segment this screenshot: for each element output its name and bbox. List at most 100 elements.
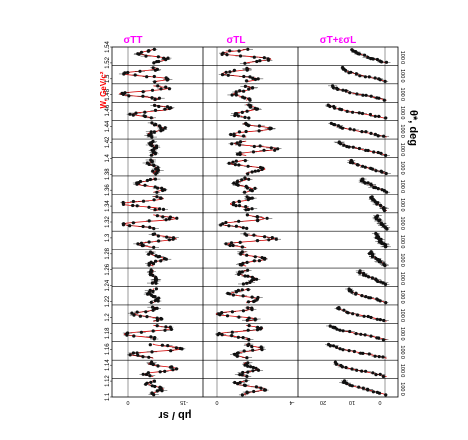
y-axis-label: μb / sr [158, 409, 192, 421]
w-tick-label: 1.34 [105, 200, 111, 212]
data-point [148, 250, 153, 254]
data-point [384, 153, 388, 157]
data-point [361, 177, 365, 181]
data-point [242, 349, 246, 353]
data-point [379, 169, 383, 173]
data-point [242, 383, 246, 387]
data-point [362, 180, 366, 184]
data-point [242, 134, 246, 138]
data-point [244, 121, 248, 125]
data-point [375, 96, 379, 100]
data-point [141, 199, 146, 203]
data-point [250, 196, 254, 200]
data-point [233, 163, 237, 167]
data-point [150, 391, 154, 395]
data-point [233, 352, 237, 356]
data-point [234, 159, 238, 163]
theta-tick-label: 0 [399, 153, 405, 156]
data-point [348, 127, 352, 131]
data-point [235, 179, 240, 183]
w-tick-label: 1.42 [105, 136, 111, 148]
data-point [357, 146, 361, 151]
data-point [345, 144, 349, 149]
data-point [163, 126, 167, 130]
data-point [236, 152, 240, 156]
data-point [328, 324, 332, 328]
panel-title-tl: σTL [226, 35, 245, 46]
data-point [164, 325, 168, 329]
data-point [145, 75, 149, 79]
w-tick-label: 1.1 [105, 392, 111, 401]
data-point [244, 184, 248, 188]
data-point [362, 271, 366, 276]
data-point [247, 324, 251, 328]
data-point [145, 315, 149, 319]
data-point [357, 385, 361, 389]
data-point [130, 311, 134, 315]
data-point [231, 160, 235, 164]
data-point [151, 139, 155, 143]
data-point [358, 74, 362, 78]
data-point [357, 111, 361, 115]
data-point [241, 261, 245, 265]
data-point [147, 355, 151, 359]
data-point [230, 142, 234, 146]
data-point [157, 239, 161, 243]
data-point [250, 207, 254, 211]
data-point [370, 276, 374, 280]
data-point [374, 277, 378, 281]
data-point [133, 73, 137, 77]
data-point [352, 349, 356, 354]
data-point [361, 164, 365, 168]
data-point [373, 354, 377, 358]
data-point [153, 208, 157, 212]
theta-tick-label: 100 [399, 180, 405, 189]
data-point [383, 282, 388, 286]
data-point [230, 310, 234, 314]
data-point [141, 90, 145, 94]
data-point [221, 51, 225, 55]
data-point [380, 188, 384, 192]
theta-tick-label: 0 [399, 98, 405, 101]
data-point [355, 163, 359, 167]
data-point [247, 87, 251, 91]
data-point [143, 183, 147, 187]
data-point [241, 370, 245, 375]
data-point [224, 70, 228, 74]
data-point [238, 270, 242, 274]
data-point [147, 49, 151, 53]
data-point [165, 105, 170, 109]
data-point [149, 153, 154, 157]
data-point [360, 130, 364, 134]
data-point [178, 346, 182, 351]
data-point [150, 360, 154, 364]
data-point [150, 88, 155, 92]
data-point [345, 109, 349, 113]
data-point [157, 296, 161, 300]
data-point [153, 232, 157, 236]
data-point [352, 128, 356, 132]
data-point [157, 104, 161, 109]
data-point [369, 250, 373, 254]
data-point [245, 213, 249, 217]
data-point [228, 243, 232, 248]
data-point [224, 242, 228, 246]
data-point [376, 187, 380, 191]
data-point [250, 345, 254, 349]
data-point [138, 69, 142, 73]
w-tick-label: 1.46 [105, 104, 111, 116]
data-point [123, 71, 127, 75]
data-point [337, 140, 341, 144]
theta-tick-label: 100 [399, 364, 405, 373]
data-point [373, 114, 377, 118]
data-point [260, 256, 264, 260]
theta-tick-label: 0 [399, 245, 405, 248]
data-point [152, 74, 156, 79]
theta-tick-label: 0 [399, 374, 405, 377]
data-point [350, 367, 354, 371]
data-point [245, 79, 249, 83]
panel-tick-label: -4 [290, 399, 295, 405]
data-point [148, 343, 152, 347]
data-point [136, 52, 140, 56]
data-point [382, 134, 386, 138]
